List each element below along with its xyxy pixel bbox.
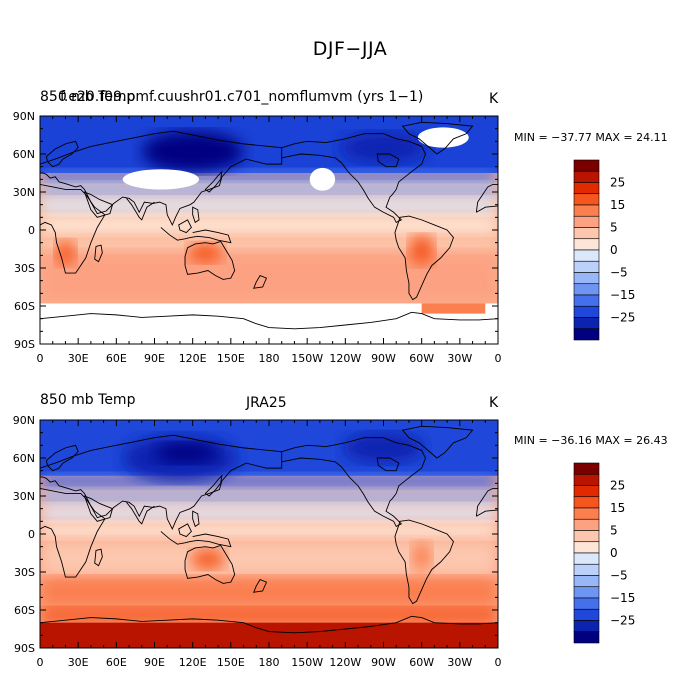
colorbar-swatch	[573, 620, 600, 633]
colorbar-swatch	[573, 608, 600, 621]
panel1-map	[40, 116, 498, 344]
colorbar-swatch	[573, 563, 600, 576]
lat-label: 30N	[13, 490, 35, 503]
colorbar-swatch	[573, 518, 600, 531]
panel2-map	[40, 420, 498, 648]
lat-label: 0	[28, 528, 35, 541]
lon-label: 30W	[447, 352, 472, 365]
colorbar-swatch	[573, 507, 600, 520]
lon-label: 120W	[329, 352, 361, 365]
lon-label: 30E	[68, 656, 89, 669]
colorbar-swatch	[573, 496, 600, 509]
lon-label: 60E	[106, 656, 127, 669]
colorbar-label: 15	[610, 198, 625, 212]
panel1-units: K	[489, 91, 499, 107]
colorbar-swatch	[573, 272, 600, 285]
lon-label: 0	[37, 352, 44, 365]
lon-label: 120E	[179, 656, 207, 669]
lon-label: 120E	[179, 352, 207, 365]
panel2-title-variable: 850 mb Temp	[40, 392, 136, 408]
colorbar-swatch	[573, 317, 600, 330]
colorbar-label: −25	[610, 614, 635, 628]
lon-label: 90E	[144, 656, 165, 669]
colorbar-swatch	[573, 170, 600, 183]
colorbar-label: −25	[610, 311, 635, 325]
colorbar-label: 25	[610, 176, 625, 190]
colorbar-swatch	[573, 159, 600, 172]
lat-label: 0	[28, 224, 35, 237]
lat-label: 30S	[14, 262, 35, 275]
lat-label: 60N	[13, 452, 35, 465]
colorbar-swatch	[573, 485, 600, 498]
panel2-units: K	[489, 395, 499, 411]
colorbar-swatch	[573, 462, 600, 475]
lat-label: 90S	[14, 338, 35, 351]
colorbar-swatch	[573, 541, 600, 554]
lon-label: 150W	[291, 352, 323, 365]
lon-label: 30E	[68, 352, 89, 365]
colorbar-swatch	[573, 238, 600, 251]
colorbar-swatch	[573, 260, 600, 273]
colorbar-swatch	[573, 328, 600, 341]
colorbar-swatch	[573, 473, 600, 486]
lon-label: 90W	[371, 656, 396, 669]
panel1-title-case: f.e20.f09.pmf.cuushr01.c701_nomflumvm (y…	[60, 89, 424, 105]
lon-label: 150W	[291, 656, 323, 669]
lon-label: 30W	[447, 656, 472, 669]
lon-label: 150E	[217, 352, 245, 365]
colorbar-swatch	[573, 227, 600, 240]
lon-label: 60E	[106, 352, 127, 365]
colorbar-swatch	[573, 294, 600, 307]
lon-label: 0	[495, 656, 502, 669]
colorbar-swatch	[573, 530, 600, 543]
lat-label: 30N	[13, 186, 35, 199]
lon-label: 60W	[409, 352, 434, 365]
lon-label: 90W	[371, 352, 396, 365]
colorbar-swatch	[573, 182, 600, 195]
lon-label: 150E	[217, 656, 245, 669]
lat-label: 90S	[14, 642, 35, 655]
main-title: DJF−JJA	[312, 38, 388, 60]
lat-label: 60S	[14, 300, 35, 313]
colorbar-label: −15	[610, 288, 635, 302]
lon-label: 0	[37, 656, 44, 669]
colorbar-swatch	[573, 552, 600, 565]
lon-label: 120W	[329, 656, 361, 669]
lon-label: 0	[495, 352, 502, 365]
colorbar-swatch	[573, 575, 600, 588]
panel1-title-variable: 850 mb Temp	[40, 89, 136, 105]
colorbar-swatch	[573, 193, 600, 206]
lat-label: 30S	[14, 566, 35, 579]
colorbar-label: 25	[610, 479, 625, 493]
colorbar-swatch	[573, 283, 600, 296]
colorbar-label: 5	[610, 524, 618, 538]
colorbar-label: −5	[610, 266, 628, 280]
colorbar-swatch	[573, 597, 600, 610]
colorbar-label: 0	[610, 243, 618, 257]
lon-label: 180	[259, 656, 280, 669]
colorbar-label: 15	[610, 501, 625, 515]
colorbar-swatch	[573, 586, 600, 599]
colorbar-swatch	[573, 631, 600, 644]
colorbar-swatch	[573, 249, 600, 262]
lon-label: 180	[259, 352, 280, 365]
panel1-min-max: MIN = −37.77 MAX = 24.11	[514, 131, 668, 144]
panel2-title-dataset: JRA25	[246, 395, 287, 411]
colorbar-label: 0	[610, 546, 618, 560]
panel2-min-max: MIN = −36.16 MAX = 26.43	[514, 434, 668, 447]
colorbar-label: 5	[610, 221, 618, 235]
lat-label: 60N	[13, 148, 35, 161]
colorbar-swatch	[573, 215, 600, 228]
lat-label: 90N	[13, 110, 35, 123]
colorbar-swatch	[573, 305, 600, 318]
colorbar-label: −15	[610, 591, 635, 605]
colorbar-swatch	[573, 204, 600, 217]
lat-label: 90N	[13, 414, 35, 427]
lon-label: 60W	[409, 656, 434, 669]
lon-label: 90E	[144, 352, 165, 365]
lat-label: 60S	[14, 604, 35, 617]
colorbar-label: −5	[610, 569, 628, 583]
